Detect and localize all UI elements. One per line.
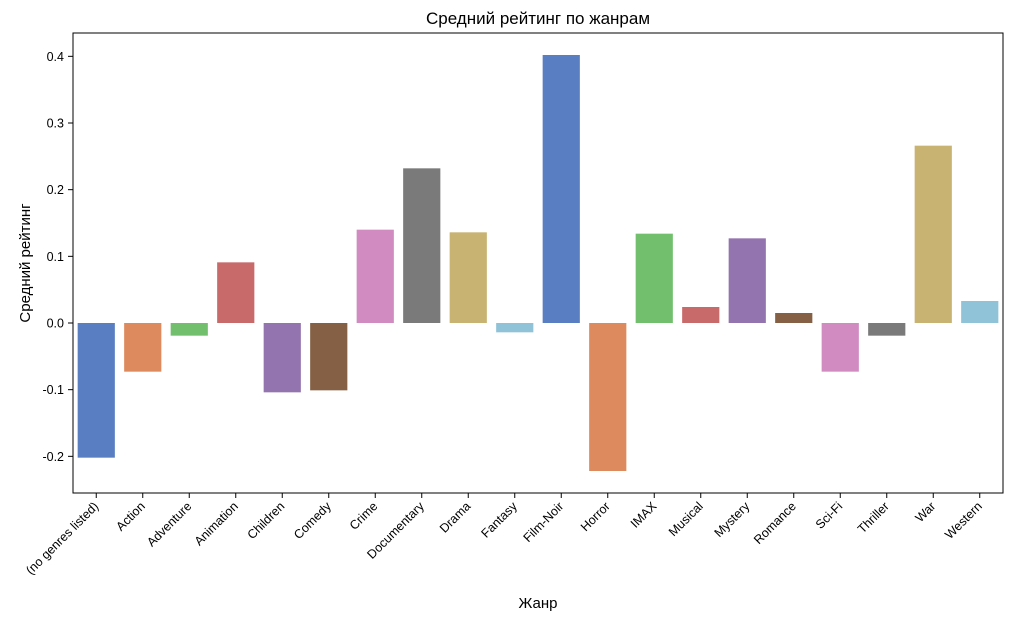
y-tick-label: 0.2 — [47, 183, 64, 197]
chart-title: Средний рейтинг по жанрам — [426, 9, 650, 28]
bar-musical — [682, 307, 720, 323]
x-tick-label: IMAX — [628, 499, 660, 531]
bar-thriller — [868, 323, 906, 336]
bar-western — [961, 301, 999, 323]
plot-frame — [72, 32, 1004, 494]
x-tick-label: Animation — [192, 499, 241, 548]
x-tick-label: Children — [245, 499, 288, 542]
bar-children — [263, 323, 301, 393]
x-tick-label: Drama — [437, 499, 473, 535]
x-tick-label: Romance — [751, 499, 799, 547]
bar-imax — [635, 233, 673, 323]
bar-fantasy — [496, 323, 534, 333]
bar-animation — [217, 262, 255, 323]
y-tick-label: 0.0 — [47, 317, 64, 331]
y-tick-label: -0.1 — [42, 383, 64, 397]
bar-mystery — [728, 238, 766, 323]
y-tick-label: 0.1 — [47, 250, 64, 264]
x-tick-label: Fantasy — [479, 499, 521, 541]
y-axis-label: Средний рейтинг — [17, 203, 34, 323]
bar-sci-fi — [821, 323, 859, 372]
bars-group — [77, 55, 999, 471]
bar-adventure — [170, 323, 208, 336]
bar-no-genres-listed — [77, 323, 115, 458]
bar-film-noir — [542, 55, 580, 323]
bar-action — [124, 323, 162, 372]
x-tick-label: Action — [113, 499, 147, 533]
x-axis-label: Жанр — [519, 595, 558, 612]
y-tick-label: 0.3 — [47, 117, 64, 131]
bar-documentary — [403, 168, 441, 323]
x-tick-label: Horror — [578, 499, 613, 534]
x-tick-label: Adventure — [144, 499, 194, 549]
x-tick-label: (no genres listed) — [23, 499, 101, 577]
bar-horror — [589, 323, 627, 471]
bar-crime — [356, 229, 394, 323]
bar-war — [914, 145, 952, 323]
x-tick-label: Film-Noir — [521, 499, 567, 545]
bar-drama — [449, 232, 487, 323]
y-tick-label: 0.4 — [47, 50, 64, 64]
bar-comedy — [310, 323, 348, 391]
x-tick-label: Thriller — [855, 499, 892, 536]
x-tick-label: Crime — [347, 499, 381, 533]
x-tick-label: Mystery — [712, 499, 753, 540]
x-tick-label: Western — [942, 499, 985, 542]
y-tick-label: -0.2 — [42, 450, 64, 464]
x-tick-label: Comedy — [291, 499, 334, 542]
bar-romance — [775, 313, 813, 323]
x-tick-label: War — [913, 499, 939, 525]
x-tick-label: Sci-Fi — [813, 499, 845, 531]
y-axis-ticks: -0.2 -0.1 0.0 0.1 0.2 0.3 0.4 — [42, 50, 73, 464]
x-axis-ticks: (no genres listed) ActionAdventureAnimati… — [23, 493, 985, 577]
x-tick-label: Musical — [666, 499, 706, 539]
